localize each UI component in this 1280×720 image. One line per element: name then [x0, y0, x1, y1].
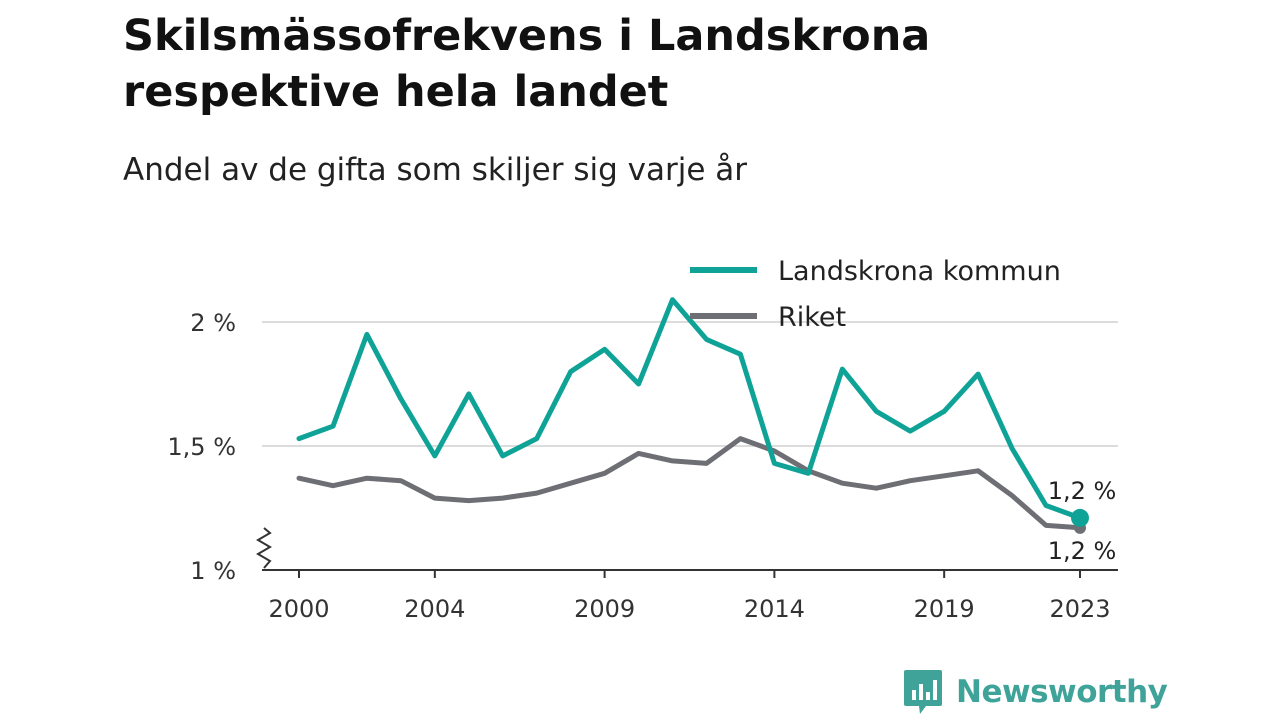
newsworthy-logo-icon [904, 670, 942, 714]
chart-title: Skilsmässofrekvens i Landskrona respekti… [123, 11, 931, 117]
series-lines [296, 297, 1089, 534]
legend: Landskrona kommun Riket [690, 256, 1061, 333]
brand-name: Newsworthy [956, 674, 1168, 710]
x-tick-label: 2023 [1049, 595, 1110, 623]
end-labels: 1,2 % 1,2 % [1048, 477, 1117, 565]
axis-break-icon [256, 527, 272, 569]
x-axis: 2000 2004 2009 2014 2019 2023 [256, 527, 1118, 623]
x-tick-label: 2019 [914, 595, 975, 623]
brand: Newsworthy [902, 668, 1168, 716]
y-axis-ticks: 1 % 1,5 % 2 % [167, 309, 236, 585]
x-tick-label: 2000 [268, 595, 329, 623]
y-tick-label: 1,5 % [167, 433, 236, 461]
series-line-landskrona [296, 297, 1083, 521]
x-tick-label: 2014 [744, 595, 805, 623]
x-tick-label: 2004 [404, 595, 465, 623]
end-label-landskrona: 1,2 % [1048, 477, 1117, 505]
series-line-riket [296, 436, 1083, 531]
legend-label: Landskrona kommun [778, 256, 1061, 287]
chart-subtitle: Andel av de gifta som skiljer sig varje … [123, 152, 747, 188]
y-tick-label: 1 % [190, 557, 236, 585]
y-tick-label: 2 % [190, 309, 236, 337]
end-point-landskrona [1071, 508, 1089, 527]
x-tick-label: 2009 [574, 595, 635, 623]
end-label-riket: 1,2 % [1048, 537, 1117, 565]
legend-label: Riket [778, 302, 846, 333]
